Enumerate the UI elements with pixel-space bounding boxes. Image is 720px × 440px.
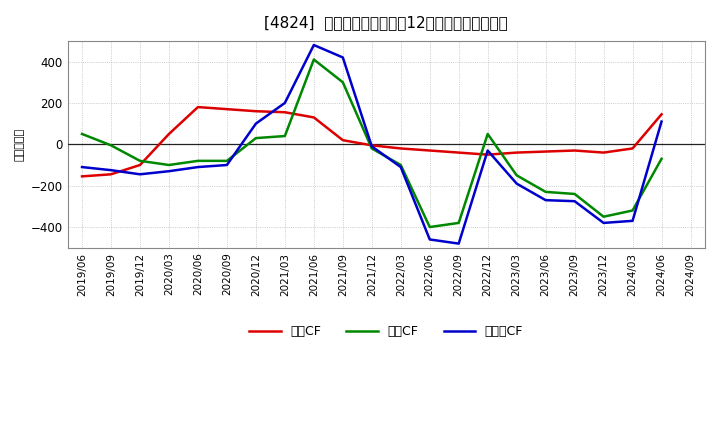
投資CF bbox=[107, 143, 115, 148]
投資CF bbox=[251, 136, 260, 141]
投資CF bbox=[483, 131, 492, 136]
営業CF bbox=[367, 143, 376, 148]
フリーCF bbox=[599, 220, 608, 226]
Y-axis label: （百万円）: （百万円） bbox=[15, 128, 25, 161]
営業CF bbox=[107, 172, 115, 177]
営業CF bbox=[194, 104, 202, 110]
営業CF bbox=[426, 148, 434, 153]
フリーCF bbox=[194, 165, 202, 170]
営業CF bbox=[483, 152, 492, 157]
Line: フリーCF: フリーCF bbox=[82, 45, 662, 244]
フリーCF bbox=[541, 198, 550, 203]
投資CF bbox=[135, 158, 144, 164]
Legend: 営業CF, 投資CF, フリーCF: 営業CF, 投資CF, フリーCF bbox=[244, 320, 528, 343]
営業CF bbox=[281, 110, 289, 115]
フリーCF bbox=[222, 162, 231, 168]
フリーCF bbox=[570, 198, 579, 204]
投資CF bbox=[454, 220, 463, 226]
投資CF bbox=[570, 191, 579, 197]
投資CF bbox=[397, 162, 405, 168]
営業CF bbox=[338, 138, 347, 143]
営業CF bbox=[657, 112, 666, 117]
投資CF bbox=[513, 172, 521, 178]
投資CF bbox=[194, 158, 202, 164]
Line: 営業CF: 営業CF bbox=[82, 107, 662, 176]
投資CF bbox=[426, 224, 434, 230]
営業CF bbox=[165, 131, 174, 136]
投資CF bbox=[599, 214, 608, 220]
Title: [4824]  キャッシュフローの12か月移動合計の推移: [4824] キャッシュフローの12か月移動合計の推移 bbox=[264, 15, 508, 30]
営業CF bbox=[310, 115, 318, 120]
営業CF bbox=[222, 106, 231, 112]
営業CF bbox=[135, 162, 144, 168]
投資CF bbox=[541, 189, 550, 194]
投資CF bbox=[657, 156, 666, 161]
フリーCF bbox=[483, 148, 492, 153]
営業CF bbox=[251, 109, 260, 114]
Line: 投資CF: 投資CF bbox=[82, 59, 662, 227]
フリーCF bbox=[397, 165, 405, 170]
フリーCF bbox=[454, 241, 463, 246]
フリーCF bbox=[310, 42, 318, 48]
投資CF bbox=[281, 133, 289, 139]
フリーCF bbox=[513, 181, 521, 186]
フリーCF bbox=[107, 168, 115, 173]
フリーCF bbox=[657, 119, 666, 124]
フリーCF bbox=[281, 100, 289, 106]
フリーCF bbox=[426, 237, 434, 242]
投資CF bbox=[310, 57, 318, 62]
投資CF bbox=[629, 208, 637, 213]
営業CF bbox=[513, 150, 521, 155]
営業CF bbox=[541, 149, 550, 154]
フリーCF bbox=[338, 55, 347, 60]
投資CF bbox=[222, 158, 231, 164]
営業CF bbox=[629, 146, 637, 151]
投資CF bbox=[338, 80, 347, 85]
営業CF bbox=[397, 146, 405, 151]
営業CF bbox=[78, 174, 86, 179]
フリーCF bbox=[165, 169, 174, 174]
投資CF bbox=[367, 146, 376, 151]
営業CF bbox=[599, 150, 608, 155]
営業CF bbox=[454, 150, 463, 155]
フリーCF bbox=[78, 165, 86, 170]
投資CF bbox=[165, 162, 174, 168]
営業CF bbox=[570, 148, 579, 153]
フリーCF bbox=[251, 121, 260, 126]
フリーCF bbox=[629, 218, 637, 224]
フリーCF bbox=[367, 144, 376, 149]
投資CF bbox=[78, 131, 86, 136]
フリーCF bbox=[135, 172, 144, 177]
